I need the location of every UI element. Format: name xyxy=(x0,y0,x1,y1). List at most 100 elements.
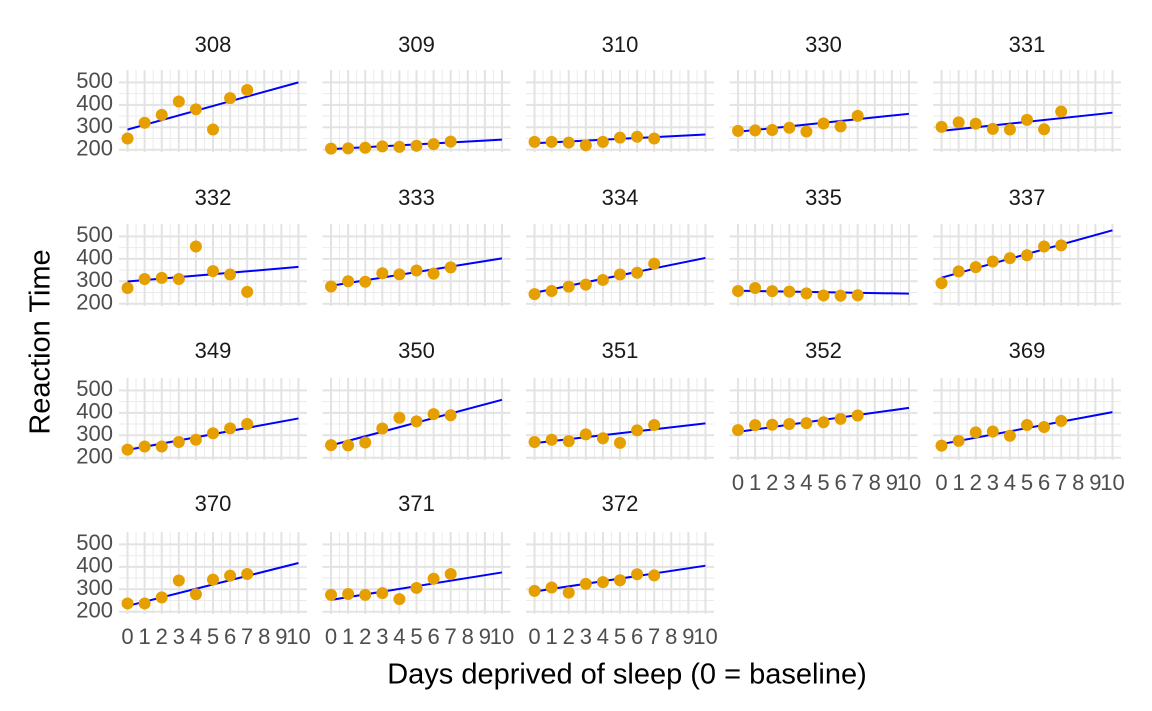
facet-panel-309: 309 xyxy=(322,32,511,155)
data-point xyxy=(241,285,254,298)
data-point xyxy=(1021,113,1033,126)
data-point xyxy=(614,436,626,449)
data-point xyxy=(986,255,999,268)
y-tick-label: 400 xyxy=(76,245,113,270)
data-point xyxy=(342,439,355,452)
x-tick-label: 7 xyxy=(1055,470,1067,495)
facet-strip-label: 333 xyxy=(398,185,435,210)
x-tick-label: 6 xyxy=(834,470,846,495)
data-point xyxy=(732,124,745,137)
data-point xyxy=(935,277,948,290)
x-tick-label: 4 xyxy=(190,624,202,649)
data-point xyxy=(648,257,661,270)
data-point xyxy=(376,422,389,435)
facet-strip-label: 337 xyxy=(1009,185,1046,210)
data-point xyxy=(614,131,626,144)
data-point xyxy=(325,588,338,601)
data-point xyxy=(393,268,406,281)
x-tick-label: 6 xyxy=(631,624,643,649)
data-point xyxy=(1055,105,1068,118)
x-tick-label: 5 xyxy=(614,624,626,649)
data-point xyxy=(986,122,999,135)
data-point xyxy=(155,591,168,604)
x-tick-label: 9 xyxy=(479,624,491,649)
data-point xyxy=(562,136,575,149)
data-point xyxy=(1055,414,1068,427)
data-point xyxy=(834,120,847,133)
data-point xyxy=(121,597,134,610)
data-point xyxy=(545,581,558,594)
data-point xyxy=(783,121,796,134)
data-point xyxy=(224,92,237,105)
data-point xyxy=(427,138,440,151)
y-tick-label: 200 xyxy=(76,136,113,161)
x-tick-label: 7 xyxy=(445,624,457,649)
data-point xyxy=(207,265,219,278)
facet-strip-label: 309 xyxy=(398,32,435,57)
data-point xyxy=(207,427,219,440)
facet-panel-310: 310 xyxy=(526,32,714,152)
x-tick-label: 4 xyxy=(597,624,609,649)
data-point xyxy=(766,285,779,298)
x-tick-label: 1 xyxy=(749,470,761,495)
data-point xyxy=(817,289,830,302)
x-tick-label: 9 xyxy=(886,470,898,495)
data-point xyxy=(342,275,355,288)
x-tick-label: 2 xyxy=(563,624,575,649)
y-tick-label: 200 xyxy=(76,598,113,623)
x-tick-label: 2 xyxy=(970,470,982,495)
data-point xyxy=(427,572,440,585)
facet-panel-369: 369 0 1 2 3 4 5 6 7 8 910 xyxy=(933,338,1125,495)
facet-panel-331: 331 xyxy=(933,32,1121,152)
y-tick-label: 500 xyxy=(76,530,113,555)
data-point xyxy=(393,411,406,424)
data-point xyxy=(1021,249,1033,262)
x-tick-label: 10 xyxy=(693,624,717,649)
data-point xyxy=(614,574,626,587)
data-point xyxy=(138,597,151,610)
data-point xyxy=(579,428,592,441)
x-axis-title: Days deprived of sleep (0 = baseline) xyxy=(387,659,867,691)
x-tick-label: 1 xyxy=(546,624,558,649)
facet-strip-label: 372 xyxy=(602,491,639,516)
data-point xyxy=(766,418,779,431)
x-tick-label: 8 xyxy=(1072,470,1084,495)
x-tick-label: 1 xyxy=(139,624,151,649)
data-point xyxy=(207,573,219,586)
data-point xyxy=(596,432,609,445)
y-tick-label: 300 xyxy=(76,267,113,292)
fit-line xyxy=(127,81,299,131)
data-point xyxy=(631,266,644,279)
facet-strip-label: 308 xyxy=(195,32,232,57)
y-tick-label: 400 xyxy=(76,399,113,424)
data-point xyxy=(783,418,796,431)
data-point xyxy=(851,409,864,422)
x-tick-label: 8 xyxy=(258,624,270,649)
data-point xyxy=(410,139,423,152)
data-point xyxy=(376,267,389,280)
data-point xyxy=(969,261,982,274)
data-point xyxy=(376,587,389,600)
data-point xyxy=(1038,420,1051,433)
data-point xyxy=(1021,418,1033,431)
x-tick-label: 0 xyxy=(528,624,540,649)
x-tick-label: 6 xyxy=(1038,470,1050,495)
data-point xyxy=(783,285,796,298)
data-point xyxy=(427,267,440,280)
data-point xyxy=(596,135,609,148)
data-point xyxy=(189,103,202,116)
data-point xyxy=(732,284,745,297)
data-point xyxy=(562,280,575,293)
data-point xyxy=(1038,123,1051,136)
data-point xyxy=(579,278,592,291)
x-tick-label: 1 xyxy=(342,624,354,649)
data-point xyxy=(648,132,661,145)
data-point xyxy=(444,135,457,148)
facet-panel-352: 352 0 1 2 3 4 5 6 7 8 910 xyxy=(729,338,921,495)
data-point xyxy=(393,593,406,606)
data-point xyxy=(800,417,813,430)
data-point xyxy=(596,273,609,286)
